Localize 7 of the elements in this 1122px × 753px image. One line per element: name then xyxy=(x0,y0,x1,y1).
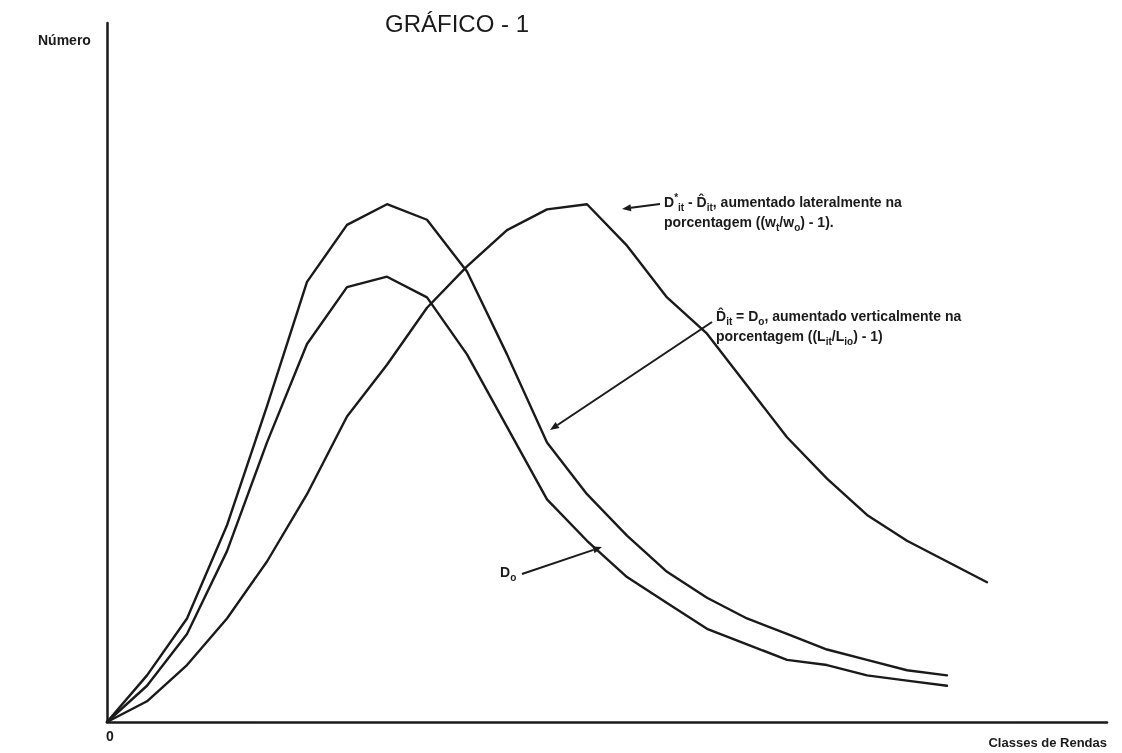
text: D̂$_{it}$ = D$_{o}$, aumentado verticalmente na porcentagem ((L$_{it}$/L$_{io}$) - 1) xyxy=(716,308,962,347)
chart-title: GRÁFICO - 1 xyxy=(385,9,530,37)
text: Número xyxy=(38,31,92,50)
annotation: D$_{o}$ xyxy=(500,563,518,583)
text: 0 xyxy=(106,727,115,746)
x-axis-title: Classes de Rendas xyxy=(988,735,1107,750)
text: D$^{*}$$_{it}$ - D̂$_{it}$, aumentado lateralmente na porcentagem ((w$_{t}$/w$_{o}$) - 1). xyxy=(664,192,902,233)
